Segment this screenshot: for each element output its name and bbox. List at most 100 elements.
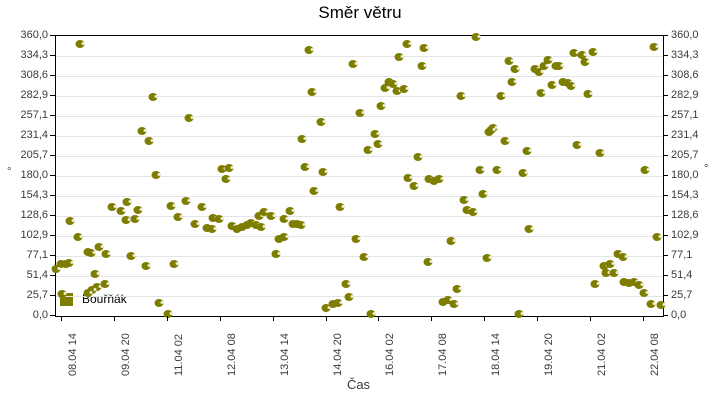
data-point [492,166,502,174]
x-tick-label: 14.04 20 [331,333,344,376]
data-point [86,249,96,257]
data-point [471,32,481,41]
y-grid-line [56,296,663,297]
y-tick-label-left: 25,7 [26,289,48,301]
y-grid-line [56,216,663,217]
data-point [64,259,74,268]
y-tick-label-left: 231,4 [20,129,48,141]
data-point [609,268,619,277]
data-point [344,292,354,301]
data-point [101,249,111,258]
data-point [496,91,506,100]
data-point [468,207,478,216]
data-point [449,300,459,309]
chart-title: Směr větru [318,3,402,22]
data-point [580,58,590,67]
data-point [507,77,517,86]
data-point [221,175,231,184]
legend-series-label: Bouřňák [82,292,127,306]
y-tick-label-right: 128,6 [671,209,699,221]
data-point [572,140,582,149]
data-point [403,173,413,182]
data-point [413,153,423,162]
data-point [409,182,419,191]
x-tick-label: 12.04 08 [225,333,238,376]
data-point [57,290,67,299]
data-point [482,253,492,262]
data-point [486,126,496,135]
data-point [207,224,217,233]
y-tick-right [663,35,668,36]
y-tick-left [50,195,55,196]
legend: Bouřňák [60,293,127,306]
x-tick-label: 11.04 02 [172,333,185,376]
x-axis-title: Čas [346,377,371,392]
y-tick-label-left: 102,9 [20,229,48,241]
data-point [133,205,143,214]
y-tick-label-left: 360,0 [20,29,48,41]
data-point [452,285,462,294]
data-point [588,48,598,57]
data-point [443,295,453,304]
data-point [304,45,314,54]
data-point [605,260,615,269]
y-tick-label-left: 154,3 [20,189,48,201]
y-tick-left [50,35,55,36]
data-point [373,140,383,149]
y-tick-right [663,235,668,236]
x-tick [166,316,168,321]
y-tick-label-right: 51,4 [671,269,693,281]
data-point [141,261,151,270]
x-tick [325,316,327,321]
y-grid-line [56,156,663,157]
x-tick [590,316,591,321]
data-point [83,289,93,298]
data-point [224,164,234,173]
y-tick-left [50,115,55,116]
data-point [148,92,158,101]
data-point [300,162,310,171]
x-tick [537,316,539,321]
data-point [388,79,398,88]
data-point [169,260,179,269]
y-tick-left [50,175,55,176]
data-point [151,170,161,179]
data-point [376,102,386,110]
x-tick-label: 22.04 08 [648,333,661,376]
y-tick-right [663,255,668,256]
data-point [279,232,289,241]
data-point [536,88,546,97]
data-point [652,232,662,241]
y-tick-label-left: 308,6 [20,69,48,81]
y-tick-left [50,315,55,316]
y-tick-left [50,235,55,236]
y-tick-right [663,275,668,276]
y-tick-label-left: 180,0 [20,169,48,181]
y-tick-label-right: 25,7 [671,289,693,301]
y-tick-left [50,255,55,256]
y-tick-label-left: 0,0 [32,309,48,321]
data-point [259,208,269,216]
data-point [126,252,136,261]
x-tick [219,316,221,321]
data-point [380,84,390,93]
data-point [190,219,200,228]
data-point [296,221,306,229]
x-tick-label: 13.04 14 [278,333,291,376]
y-tick-label-right: 180,0 [671,169,699,181]
y-tick-label-right: 0,0 [671,309,687,321]
y-tick-label-left: 282,9 [20,89,48,101]
data-point [595,148,605,157]
y-tick-label-left: 51,4 [26,269,48,281]
y-tick-right [663,95,668,96]
data-point [554,62,564,71]
y-grid-line [56,196,663,197]
y-tick-right [663,215,668,216]
data-point [577,50,587,59]
y-tick-left [50,75,55,76]
y-tick-label-right: 257,1 [671,109,699,121]
y-tick-label-right: 154,3 [671,189,699,201]
data-point [475,166,485,174]
data-point [116,207,126,215]
